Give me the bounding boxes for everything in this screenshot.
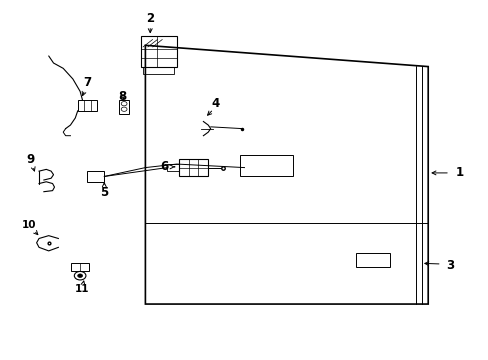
Text: 1: 1 (455, 166, 463, 179)
Text: 5: 5 (100, 185, 108, 199)
Text: 6: 6 (160, 161, 168, 174)
Text: 9: 9 (27, 153, 35, 166)
Text: 4: 4 (211, 97, 219, 110)
Text: 8: 8 (118, 90, 126, 103)
Text: 11: 11 (75, 284, 90, 294)
Text: 3: 3 (445, 258, 453, 271)
Circle shape (78, 274, 82, 278)
Text: 2: 2 (146, 12, 154, 25)
Text: 7: 7 (83, 76, 91, 89)
Text: 10: 10 (22, 220, 37, 230)
